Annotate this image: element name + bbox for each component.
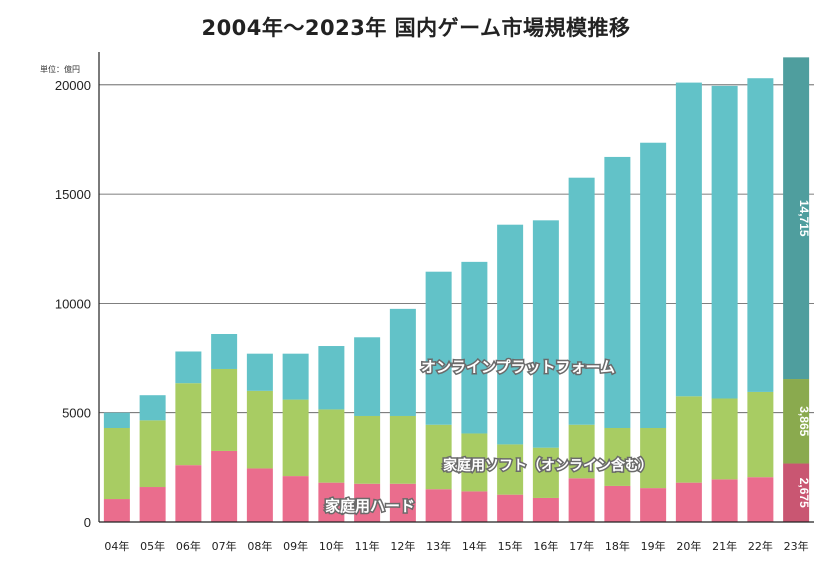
bar-segment [175,351,202,384]
bar-segment [139,487,166,522]
bar-segment [461,491,488,522]
x-tick-label: 07年 [212,539,237,553]
bar-segment [425,424,452,490]
bar-segment [246,353,273,391]
bar-segment [568,424,595,479]
bar-segment [747,477,774,522]
bar-segment [318,482,345,522]
bar-segment [532,447,559,498]
x-tick-label: 05年 [140,539,165,553]
bar-segment [711,398,738,480]
bar-segment [139,395,166,421]
y-tick-labels: 0 5000 10000 15000 20000 [55,78,91,530]
x-tick-label: 12年 [390,539,415,553]
bar-segment [282,353,309,400]
x-tick-label: 22年 [748,539,773,553]
bar-segment [783,463,810,522]
bar-segment [211,368,238,451]
x-tick-label: 13年 [426,539,451,553]
bar-segment [389,483,416,522]
bar-segment [175,465,202,522]
x-tick-label: 17年 [569,539,594,553]
bar-segment [175,383,202,466]
bar-segment [461,433,488,492]
x-tick-label: 15年 [498,539,523,553]
bar-segment [282,399,309,477]
y-tick-label: 0 [84,515,91,530]
x-tick-label: 14年 [462,539,487,553]
value-label: 3,865 [797,406,811,436]
bar-group [103,57,810,522]
value-label: 14,715 [797,200,811,237]
y-tick-label: 10000 [55,296,91,311]
x-tick-label: 19年 [641,539,666,553]
series-label: 家庭用ソフト（オンライン含む） [443,457,653,474]
bar-segment [211,334,238,369]
y-tick-label: 15000 [55,187,91,202]
bar-segment [747,391,774,478]
bar-segment [354,337,381,416]
x-tick-label: 11年 [355,539,380,553]
bar-segment [532,497,559,522]
bar-segment [497,494,524,522]
bar-segment [568,177,595,425]
unit-label: 単位：億円 [40,65,80,74]
bar-segment [318,409,345,483]
bar-segment [282,476,309,522]
x-tick-label: 04年 [104,539,129,553]
bar-segment [139,420,166,488]
bar-segment [675,82,702,397]
x-tick-label: 08年 [247,539,272,553]
bar-segment [783,57,810,380]
y-tick-label: 5000 [62,406,91,421]
chart-title: 2004年〜2023年 国内ゲーム市場規模推移 [201,16,631,40]
bar-segment [532,220,559,448]
x-tick-label: 09年 [283,539,308,553]
bar-segment [246,468,273,522]
bar-segment [711,479,738,522]
bar-segment [461,261,488,434]
bar-segment [103,499,130,522]
value-label: 2,675 [797,478,811,508]
y-tick-label: 20000 [55,78,91,93]
bar-segment [675,482,702,522]
bar-segment [783,379,810,464]
bar-segment [389,415,416,484]
x-tick-label: 18年 [605,539,630,553]
bar-segment [354,483,381,522]
axes [98,52,814,523]
x-tick-label: 10年 [319,539,344,553]
x-tick-label: 21年 [712,539,737,553]
bar-segment [354,415,381,484]
bar-segment [497,224,524,445]
x-tick-label: 23年 [784,539,809,553]
bar-segment [211,450,238,522]
bar-segment [675,396,702,483]
bar-segment [711,85,738,399]
bar-segment [640,488,667,522]
bar-segment [389,308,416,416]
bar-segment [747,78,774,392]
bar-segment [103,412,130,428]
x-tick-label: 06年 [176,539,201,553]
x-tick-label: 16年 [533,539,558,553]
bar-segment [318,346,345,410]
bar-segment [640,142,667,428]
bar-segment [604,156,631,428]
bar-segment [604,428,631,486]
bar-segment [497,444,524,495]
x-tick-labels: 04年 05年 06年 07年 08年 09年 10年 11年 12年 13年 14年 15年 16年 1… [104,539,808,553]
x-tick-label: 20年 [676,539,701,553]
bar-segment [103,428,130,500]
bar-segment [425,271,452,425]
series-label: オンラインプラットフォーム [421,358,615,376]
bar-segment [246,390,273,469]
bar-segment [425,489,452,522]
bar-segment [640,428,667,489]
bar-segment [604,485,631,522]
series-label: 家庭用ハード [325,497,415,515]
bar-segment [568,478,595,522]
